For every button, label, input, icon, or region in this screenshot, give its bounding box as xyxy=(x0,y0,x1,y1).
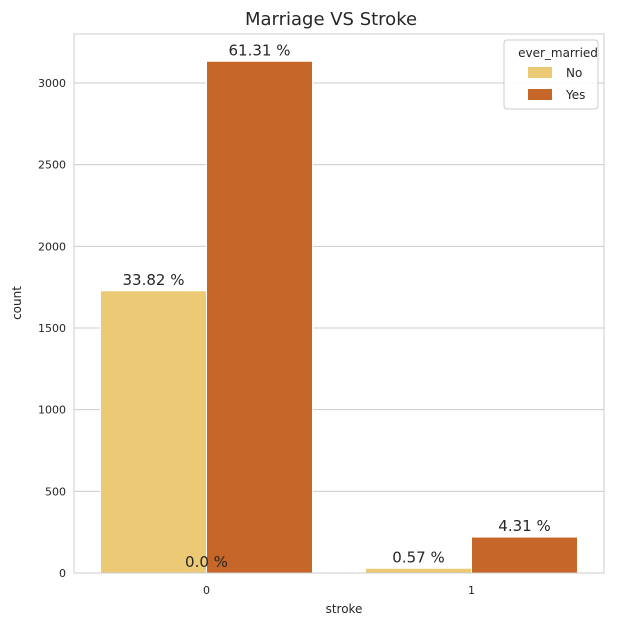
legend-swatch xyxy=(528,67,552,78)
bar xyxy=(471,536,578,574)
bar xyxy=(100,290,207,574)
legend: ever_married No Yes xyxy=(503,39,599,110)
y-tick-label: 1000 xyxy=(38,404,66,417)
y-tick-label: 500 xyxy=(45,485,66,498)
y-axis-label: count xyxy=(10,286,24,320)
y-tick-label: 3000 xyxy=(38,77,66,90)
plot-frame xyxy=(73,33,605,574)
plot-border xyxy=(73,33,605,574)
legend-swatch xyxy=(528,89,552,100)
bar-value-label: 0.57 % xyxy=(392,548,444,566)
bar-value-label: 4.31 % xyxy=(498,517,550,535)
y-tick-label: 2000 xyxy=(38,240,66,253)
y-tick-label: 0 xyxy=(59,567,66,580)
bar-value-label: 33.82 % xyxy=(123,271,185,289)
bar-value-label: 61.31 % xyxy=(229,41,291,59)
y-tick-label: 2500 xyxy=(38,159,66,172)
bar-value-label: 0.0 % xyxy=(185,553,228,571)
bar xyxy=(206,60,313,574)
legend-title: ever_married xyxy=(518,46,598,60)
bars xyxy=(100,60,578,574)
y-axis-ticks: 0 500 1000 1500 2000 2500 3000 xyxy=(38,77,66,580)
x-tick-label: 0 xyxy=(203,584,210,597)
bar xyxy=(365,567,472,574)
x-tick-label: 1 xyxy=(468,584,475,597)
legend-label: No xyxy=(566,66,582,80)
x-axis-label: stroke xyxy=(326,602,363,616)
bar-labels: 33.82 % 0.57 % 61.31 % 4.31 % 0.0 % xyxy=(123,41,551,571)
legend-items: No Yes xyxy=(528,66,585,102)
y-tick-label: 1500 xyxy=(38,322,66,335)
chart-title: Marriage VS Stroke xyxy=(245,9,417,30)
legend-label: Yes xyxy=(565,88,585,102)
